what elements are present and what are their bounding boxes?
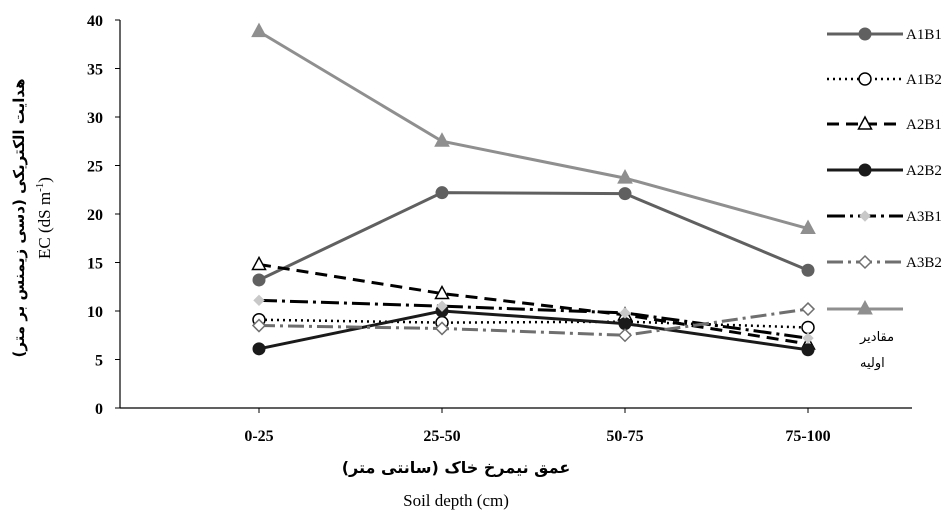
legend-label: A1B2 bbox=[906, 72, 942, 88]
legend-label: مقادیر bbox=[859, 330, 894, 345]
data-point bbox=[435, 186, 449, 200]
y-tick-label: 5 bbox=[95, 353, 103, 370]
legend-marker bbox=[858, 163, 872, 177]
y-axis-label-en-end: ) bbox=[35, 177, 54, 183]
y-tick-label: 15 bbox=[87, 256, 103, 273]
legend-label: A3B2 bbox=[906, 255, 942, 271]
legend-item: A1B1 bbox=[827, 27, 942, 43]
legend-item: A2B1 bbox=[827, 115, 942, 133]
legend-marker bbox=[857, 254, 873, 270]
series-0 bbox=[252, 186, 815, 287]
y-tick-label: 0 bbox=[95, 401, 103, 418]
legend-marker bbox=[857, 115, 873, 130]
y-tick-label: 35 bbox=[87, 62, 103, 79]
series-4 bbox=[253, 294, 814, 344]
data-point bbox=[252, 273, 266, 287]
data-point bbox=[617, 169, 633, 184]
data-point bbox=[800, 301, 816, 317]
legend-marker bbox=[859, 210, 871, 222]
legend: A1B1 A1B2 A2B1 A2B2 A3B1 A3B2 مقادیر اولیه bbox=[827, 27, 942, 371]
y-axis-label-en-main: EC (dS m bbox=[35, 192, 54, 259]
legend-item: A3B2 bbox=[827, 254, 942, 271]
data-point bbox=[434, 132, 450, 147]
y-tick-label: 30 bbox=[87, 110, 103, 127]
legend-label: A1B1 bbox=[906, 27, 942, 43]
data-point bbox=[801, 263, 815, 277]
series-6 bbox=[251, 22, 816, 235]
x-tick-label: 25-50 bbox=[423, 428, 460, 445]
data-point bbox=[252, 342, 266, 356]
legend-marker bbox=[857, 299, 873, 315]
data-point bbox=[253, 294, 265, 307]
series-group bbox=[251, 22, 816, 357]
legend-label: A2B1 bbox=[906, 117, 942, 133]
series-line bbox=[258, 307, 809, 337]
y-tick-label: 25 bbox=[87, 159, 103, 176]
series-5 bbox=[251, 301, 816, 343]
legend-label: A2B2 bbox=[906, 163, 942, 179]
data-point bbox=[251, 318, 267, 333]
axes: 0 5 10 15 20 25 30 35 40 0-25 25-50 50-75 75-100 bbox=[87, 13, 912, 445]
data-point bbox=[251, 22, 267, 38]
x-tick-label: 50-75 bbox=[606, 428, 643, 445]
legend-label: A3B1 bbox=[906, 209, 942, 225]
data-point bbox=[617, 328, 633, 343]
y-tick-label: 40 bbox=[87, 13, 103, 30]
legend-marker bbox=[858, 72, 872, 86]
data-point bbox=[619, 307, 631, 319]
series-line bbox=[258, 298, 809, 340]
legend-label-line2: اولیه bbox=[860, 356, 885, 371]
legend-item: A2B2 bbox=[827, 163, 942, 179]
legend-item: A3B1 bbox=[827, 209, 942, 225]
series-line bbox=[258, 262, 809, 346]
data-point bbox=[801, 320, 815, 335]
series-line bbox=[258, 30, 809, 230]
y-tick-label: 20 bbox=[87, 207, 103, 224]
data-point bbox=[801, 343, 815, 357]
y-axis-label-fa: هدایت الکتریکی (دسی زیمنس بر متر) bbox=[10, 78, 28, 357]
legend-item: مقادیر اولیه bbox=[827, 299, 903, 371]
x-axis-label-fa: عمق نیمرخ خاک (سانتی متر) bbox=[342, 458, 571, 477]
y-tick-label: 10 bbox=[87, 304, 103, 321]
data-point bbox=[802, 332, 814, 344]
x-tick-label: 75-100 bbox=[785, 428, 830, 445]
legend-marker bbox=[858, 27, 872, 41]
data-point bbox=[436, 300, 448, 312]
data-point bbox=[434, 284, 450, 300]
y-axis-label-en: EC (dS m-1) bbox=[34, 177, 54, 259]
series-line bbox=[258, 309, 809, 352]
data-point bbox=[800, 219, 816, 235]
data-point bbox=[618, 317, 632, 331]
x-tick-label: 0-25 bbox=[244, 428, 273, 445]
data-point bbox=[434, 321, 450, 336]
y-axis-label-en-sup: -1 bbox=[34, 183, 46, 192]
data-point bbox=[251, 255, 267, 271]
legend-item: A1B2 bbox=[827, 72, 942, 88]
series-line bbox=[258, 191, 809, 282]
x-axis-label-en: Soil depth (cm) bbox=[403, 491, 509, 510]
data-point bbox=[618, 187, 632, 201]
